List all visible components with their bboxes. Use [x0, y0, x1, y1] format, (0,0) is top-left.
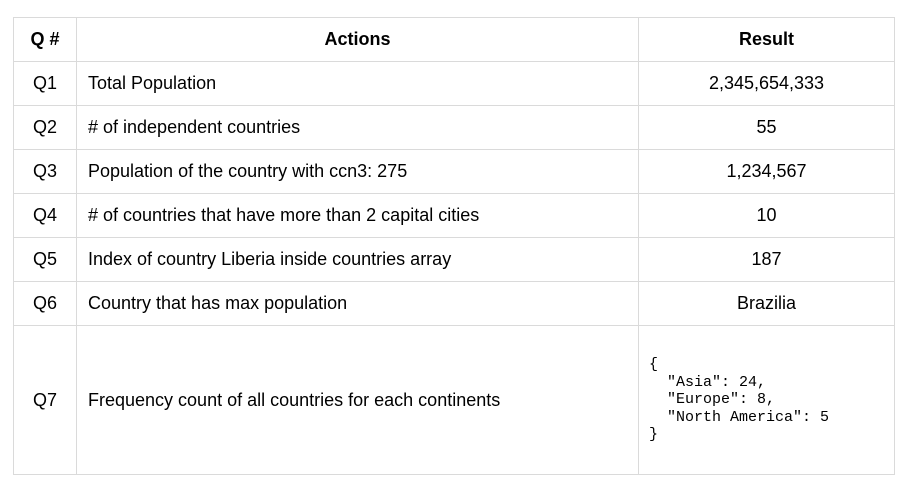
table-row: Q3 Population of the country with ccn3: …	[13, 149, 895, 194]
result-value: 187	[638, 237, 895, 282]
action-text: Total Population	[76, 61, 639, 106]
table-row: Q4 # of countries that have more than 2 …	[13, 193, 895, 238]
action-text: Country that has max population	[76, 281, 639, 326]
result-value: 10	[638, 193, 895, 238]
header-actions: Actions	[76, 17, 639, 62]
action-text: # of countries that have more than 2 cap…	[76, 193, 639, 238]
question-number: Q1	[13, 61, 77, 106]
result-value: 55	[638, 105, 895, 150]
action-text: Frequency count of all countries for eac…	[76, 325, 639, 475]
result-value: 1,234,567	[638, 149, 895, 194]
table-row: Q6 Country that has max population Brazi…	[13, 281, 895, 326]
table-row: Q7 Frequency count of all countries for …	[13, 325, 895, 475]
action-text: # of independent countries	[76, 105, 639, 150]
question-number: Q7	[13, 325, 77, 475]
table-header-row: Q # Actions Result	[13, 17, 895, 62]
action-text: Population of the country with ccn3: 275	[76, 149, 639, 194]
question-number: Q3	[13, 149, 77, 194]
header-q-number: Q #	[13, 17, 77, 62]
table-row: Q5 Index of country Liberia inside count…	[13, 237, 895, 282]
result-json-cell: { "Asia": 24, "Europe": 8, "North Americ…	[638, 325, 895, 475]
table-row: Q2 # of independent countries 55	[13, 105, 895, 150]
question-number: Q5	[13, 237, 77, 282]
result-json-code: { "Asia": 24, "Europe": 8, "North Americ…	[649, 356, 830, 444]
question-number: Q2	[13, 105, 77, 150]
result-value: 2,345,654,333	[638, 61, 895, 106]
header-result: Result	[638, 17, 895, 62]
question-number: Q6	[13, 281, 77, 326]
table-row: Q1 Total Population 2,345,654,333	[13, 61, 895, 106]
result-value: Brazilia	[638, 281, 895, 326]
question-number: Q4	[13, 193, 77, 238]
action-text: Index of country Liberia inside countrie…	[76, 237, 639, 282]
results-table: Q # Actions Result Q1 Total Population 2…	[13, 17, 895, 475]
results-table-container: Q # Actions Result Q1 Total Population 2…	[13, 17, 895, 475]
